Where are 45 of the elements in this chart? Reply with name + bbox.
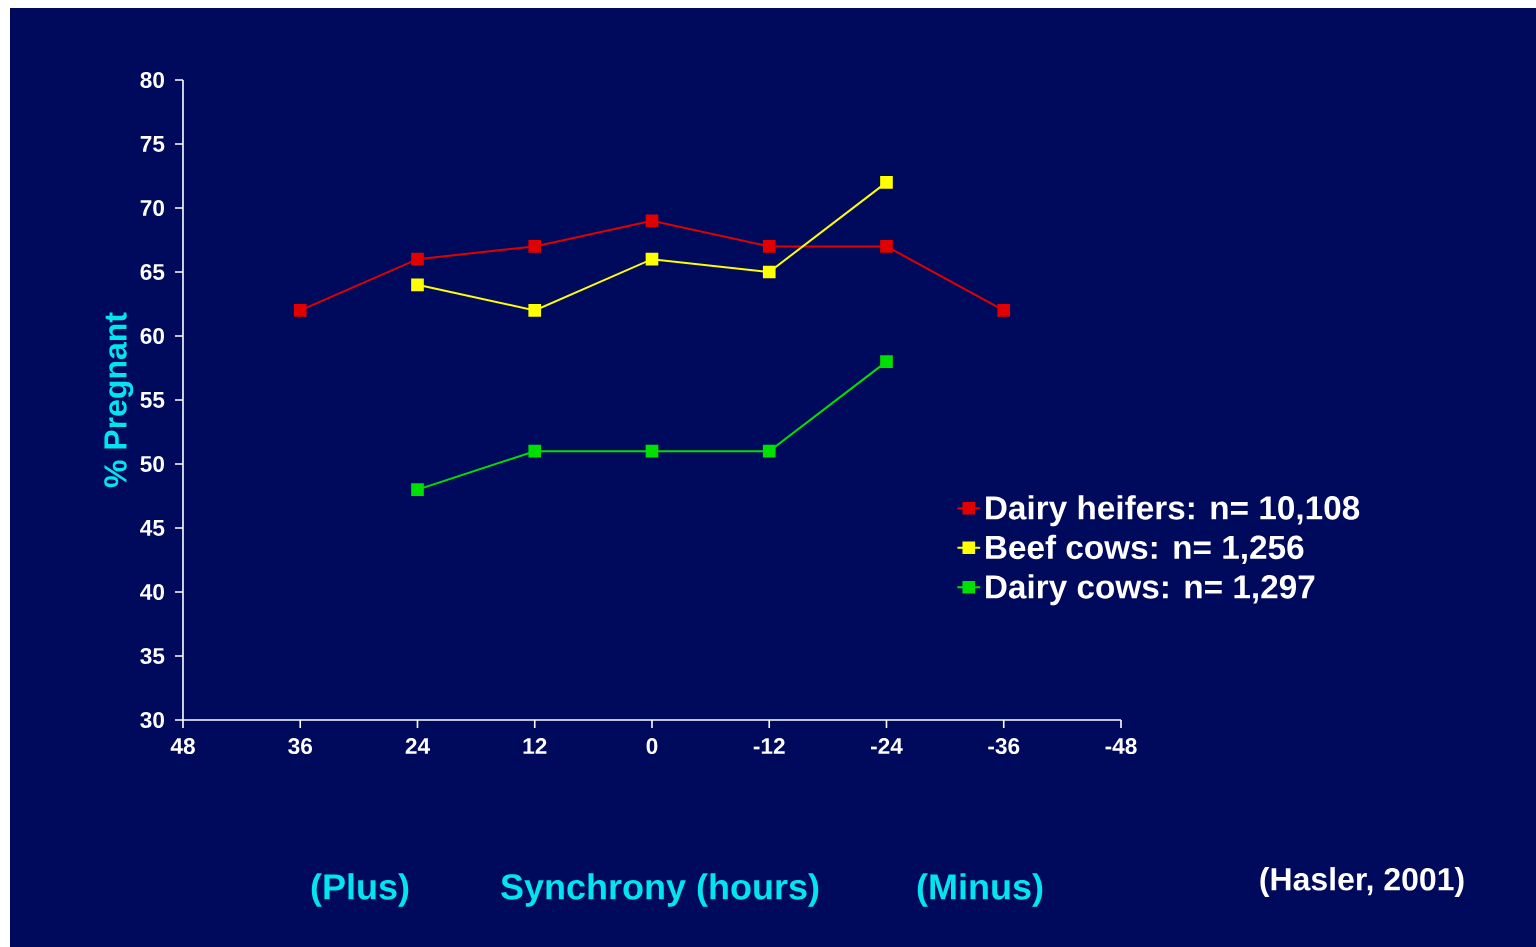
y-tick-label: 55 [140,392,165,408]
y-tick-label: 75 [140,136,165,152]
legend-label: Dairy heifers: n= 10,108 [986,495,1360,527]
point [645,444,659,458]
point [411,252,424,266]
y-tick-label: 50 [140,455,164,473]
text: (Plus) [311,873,409,907]
y-tick-label: 30 [140,711,164,729]
point [645,252,659,266]
x-axis-title: Synchrony (hours) [501,873,819,907]
point [293,304,307,317]
y-axis-title: % Pregnant [104,312,134,488]
text: (Hasler, 2001) [1260,867,1464,897]
x-tick-label: -36 [988,738,1020,755]
y-tick-label: 70 [140,199,164,217]
point [762,265,776,279]
x-tick-label: -12 [753,738,785,754]
point [528,444,542,458]
point [997,304,1011,317]
point [762,240,776,253]
y-tick-label: 35 [140,647,165,665]
y-tick-label: 45 [140,520,165,536]
x-tick-label: 48 [170,738,195,755]
x-tick-label: 24 [405,738,430,754]
point [528,304,542,317]
legend-label: Dairy cows: n= 1,297 [986,574,1315,606]
point [411,483,424,496]
x-tick-label: 36 [288,738,313,755]
point [411,278,424,292]
point [762,444,776,458]
point [880,176,893,189]
point [645,214,659,228]
point [528,240,542,253]
x-tick-label: 0 [646,738,658,755]
y-tick-label: 40 [140,583,164,601]
y-tick-label: 80 [140,71,164,89]
x-tick-label: -24 [870,738,903,754]
x-tick-label: 12 [523,738,547,754]
x-tick-label: -48 [1105,738,1137,755]
point [880,355,893,368]
text: (Minus) [917,873,1043,907]
legend-label: Beef cows: n= 1,256 [986,534,1304,565]
y-tick-label: 65 [140,263,165,281]
point [880,240,893,253]
y-tick-label: 60 [140,327,164,345]
